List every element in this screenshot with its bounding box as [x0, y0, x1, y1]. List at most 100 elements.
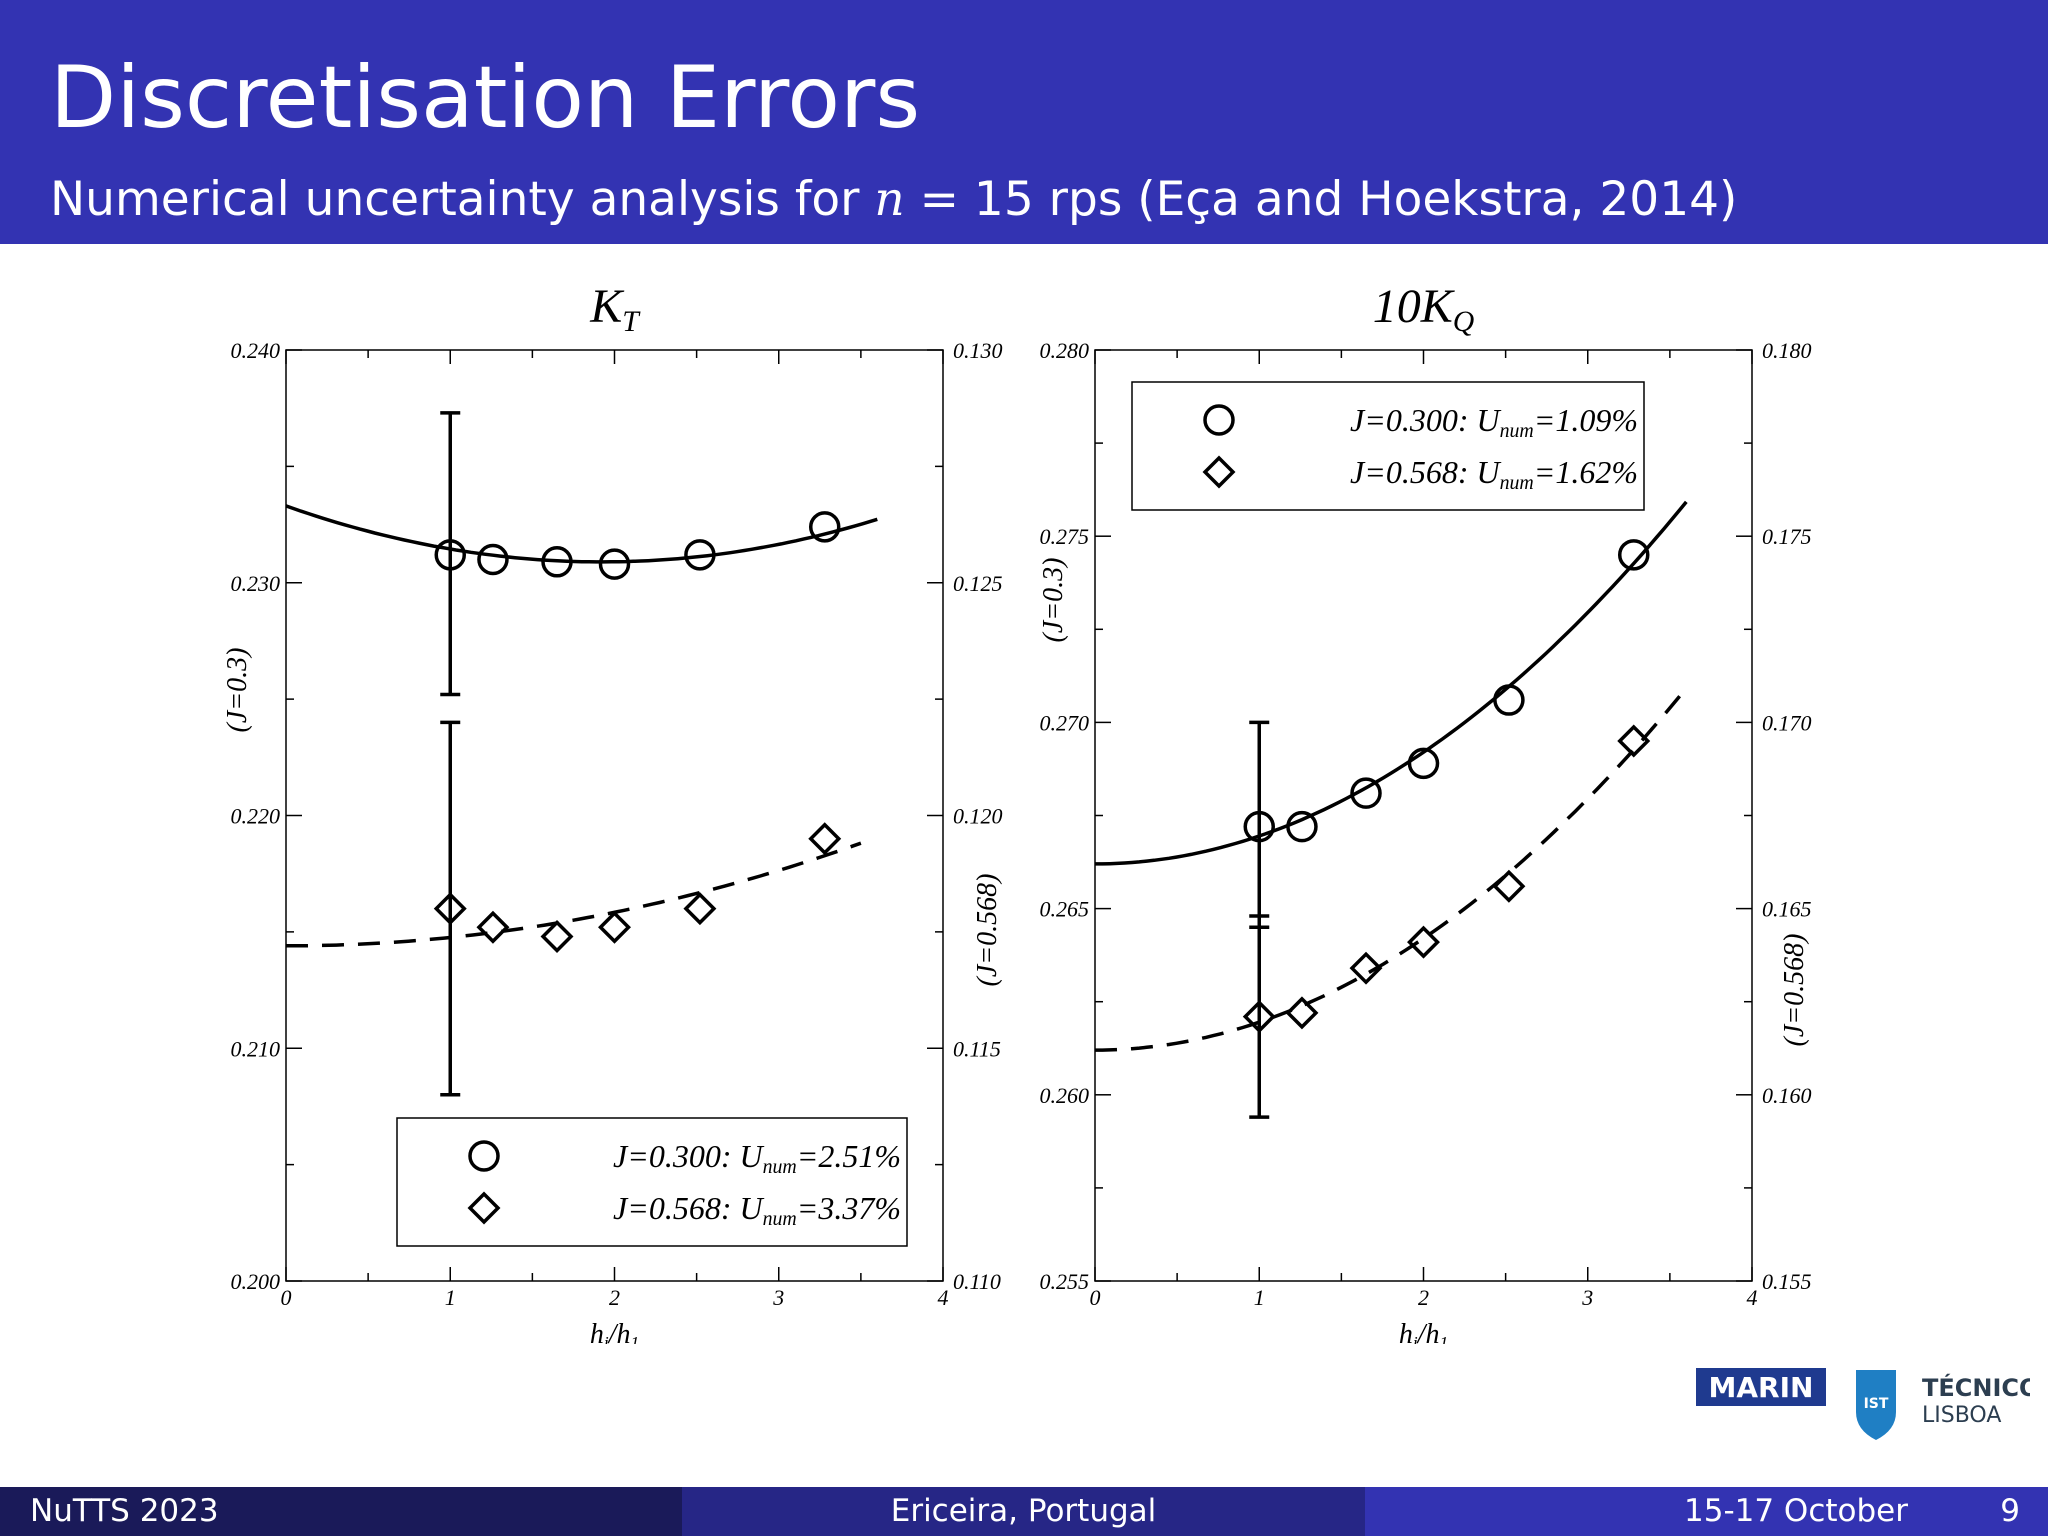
- y-right-tick-label: 0.115: [953, 1036, 1001, 1061]
- subtitle-suffix: = 15 rps (Eça and Hoekstra, 2014): [904, 172, 1738, 227]
- x-axis-label-part: i: [1413, 1333, 1418, 1344]
- y-left-axis-label: (J=0.3): [222, 648, 253, 733]
- y-right-tick-label: 0.170: [1762, 710, 1812, 735]
- legend-label-part: =1.09%: [1534, 402, 1638, 438]
- circle-marker: [1407, 747, 1440, 780]
- diamond-marker: [1617, 724, 1651, 758]
- diamond-marker: [433, 892, 467, 926]
- x-axis-label-part: h: [590, 1319, 604, 1344]
- footer-date: 15-17 October: [1684, 1493, 1908, 1529]
- legend-label-part: num: [763, 1208, 797, 1230]
- legend-label-part: J=0.300: U: [1350, 402, 1501, 438]
- legend-label: J=0.300: Unum=1.09%: [1350, 402, 1638, 442]
- circle-marker: [1493, 684, 1525, 716]
- legend-label-part: =1.62%: [1534, 454, 1638, 490]
- fit-curve: [1095, 686, 1688, 1052]
- circle-marker: [1286, 810, 1318, 843]
- diamond-marker: [808, 822, 842, 856]
- lisboa-text: LISBOA: [1922, 1403, 2001, 1428]
- y-left-tick-label: 0.280: [1040, 338, 1090, 363]
- chart-1: KT0 1 2 3 4hi/h10.2000.2100.2200.2300.2400.1…: [222, 280, 1003, 1344]
- y-right-axis-label: (J=0.568): [1779, 934, 1810, 1047]
- legend-diamond-marker: [1202, 455, 1236, 489]
- marin-logo: MARIN: [1696, 1368, 1826, 1406]
- x-tick-label: 3: [772, 1285, 784, 1310]
- circle-marker: [808, 511, 841, 543]
- circle-marker: [477, 543, 509, 576]
- x-axis-label-part: i: [604, 1333, 609, 1344]
- y-right-axis-label: (J=0.568): [972, 874, 1003, 987]
- charts-area: KT0 1 2 3 4hi/h10.2000.2100.2200.2300.2400.1…: [222, 280, 1812, 1344]
- y-right-tick-label: 0.160: [1762, 1083, 1812, 1108]
- x-tick-label: 4: [938, 1285, 949, 1310]
- y-left-tick-label: 0.255: [1040, 1269, 1090, 1294]
- y-left-tick-label: 0.275: [1040, 524, 1090, 549]
- y-left-tick-label: 0.260: [1040, 1083, 1090, 1108]
- circle-marker: [541, 546, 573, 578]
- chart-title-part: Q: [1453, 305, 1475, 338]
- fit-curve: [285, 504, 878, 564]
- circle-marker: [1350, 777, 1382, 809]
- legend-label: J=0.300: Unum=2.51%: [613, 1138, 901, 1178]
- series-1: [1095, 500, 1688, 929]
- marin-logo-box: [1696, 1368, 1826, 1406]
- footer-right: 15-17 October 9: [1365, 1487, 2048, 1536]
- footer-left: NuTTS 2023: [0, 1487, 682, 1536]
- diamond-marker: [1407, 925, 1440, 959]
- x-axis-label-part: 1: [1439, 1333, 1448, 1344]
- circle-marker: [684, 539, 716, 571]
- x-tick-label: 2: [1418, 1285, 1429, 1310]
- y-right-tick-label: 0.180: [1762, 338, 1812, 363]
- y-left-tick-label: 0.220: [231, 804, 281, 829]
- y-right-tick-label: 0.130: [953, 338, 1003, 363]
- circle-marker: [434, 539, 466, 571]
- chart-title: 10KQ: [1373, 280, 1475, 338]
- legend: J=0.300: Unum=2.51%J=0.568: Unum=3.37%: [396, 1117, 908, 1247]
- y-left-tick-label: 0.230: [231, 571, 281, 596]
- fit-curve: [1095, 500, 1688, 866]
- legend-label-part: =2.51%: [797, 1138, 901, 1174]
- y-left-tick-label: 0.200: [231, 1269, 281, 1294]
- circle-marker: [598, 548, 631, 580]
- legend-diamond-marker: [467, 1191, 501, 1225]
- diamond-marker: [683, 892, 717, 926]
- chart-title-part: K: [589, 280, 625, 333]
- diamond-marker: [1242, 1000, 1276, 1034]
- x-axis-label: hi/h1: [590, 1319, 639, 1344]
- x-tick-label: 4: [1747, 1285, 1758, 1310]
- legend-label-part: J=0.568: U: [1350, 454, 1501, 490]
- y-right-tick-label: 0.155: [1762, 1269, 1812, 1294]
- slide-subtitle: Numerical uncertainty analysis for n = 1…: [50, 172, 1737, 227]
- page-number: 9: [2000, 1493, 2020, 1529]
- legend-label-part: =3.37%: [797, 1190, 901, 1226]
- x-tick-label: 1: [1254, 1285, 1265, 1310]
- series-2: [286, 720, 862, 1097]
- subtitle-prefix: Numerical uncertainty analysis for: [50, 172, 875, 227]
- y-left-tick-label: 0.240: [231, 338, 281, 363]
- chart-title: KT: [589, 280, 641, 338]
- diamond-marker: [476, 910, 510, 944]
- footer-center: Ericeira, Portugal: [682, 1487, 1365, 1536]
- ist-logo: IST TÉCNICO LISBOA: [1856, 1370, 2030, 1440]
- diamond-marker: [598, 910, 631, 944]
- y-left-tick-label: 0.270: [1040, 710, 1090, 735]
- x-tick-label: 0: [281, 1285, 292, 1310]
- legend-label-part: J=0.300: U: [613, 1138, 764, 1174]
- diamond-marker: [1285, 996, 1319, 1030]
- legend-box: [396, 1117, 908, 1247]
- legend: J=0.300: Unum=1.09% J=0.568: U num=1.62%: [1131, 381, 1645, 511]
- x-axis-label-part: /h: [1416, 1319, 1440, 1344]
- legend-label-part: num: [1500, 420, 1534, 442]
- y-right-tick-label: 0.165: [1762, 897, 1812, 922]
- slide-title: Discretisation Errors: [50, 48, 921, 148]
- y-right-tick-label: 0.110: [953, 1269, 1001, 1294]
- diamond-marker: [540, 920, 574, 954]
- diamond-marker: [1492, 869, 1526, 903]
- y-left-tick-label: 0.265: [1040, 897, 1090, 922]
- ist-shield-icon: [1856, 1370, 1896, 1440]
- legend-label-part: num: [763, 1156, 797, 1178]
- chart-title-part: T: [622, 305, 641, 338]
- legend-circle-marker: [468, 1140, 500, 1172]
- diamond-marker: [1349, 951, 1383, 985]
